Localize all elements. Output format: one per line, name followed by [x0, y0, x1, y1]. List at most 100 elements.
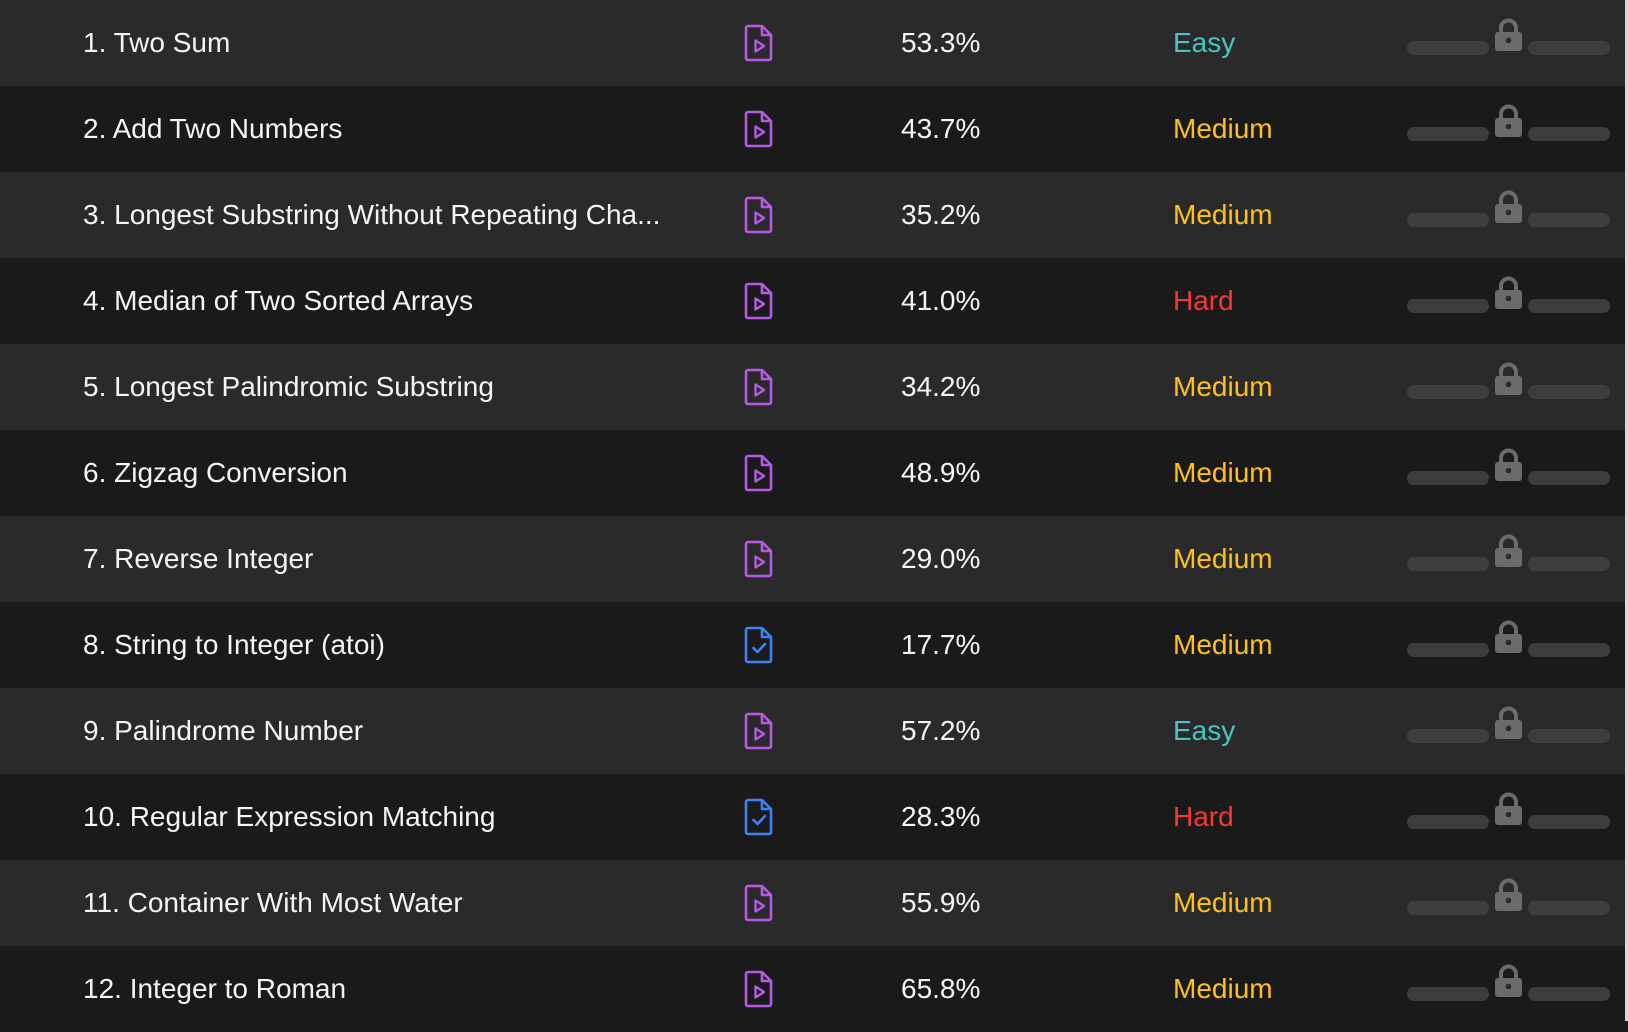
frequency-bar-track — [1407, 127, 1489, 141]
frequency-bar[interactable] — [1407, 104, 1610, 152]
frequency-bar[interactable] — [1407, 190, 1610, 238]
problem-row: 10. Regular Expression Matching 28.3% Ha… — [0, 774, 1628, 860]
problem-row: 1. Two Sum 53.3% Easy — [0, 0, 1628, 86]
frequency-bar[interactable] — [1407, 792, 1610, 840]
frequency-bar-track — [1407, 213, 1489, 227]
frequency-bar[interactable] — [1407, 362, 1610, 410]
acceptance-rate: 29.0% — [901, 543, 981, 574]
frequency-bar-track — [1407, 41, 1489, 55]
scrollbar[interactable] — [1625, 0, 1628, 1021]
acceptance-rate: 41.0% — [901, 285, 981, 316]
video-solution-icon[interactable] — [743, 712, 775, 750]
lock-icon — [1493, 18, 1524, 52]
video-solution-icon[interactable] — [743, 368, 775, 406]
problem-title-link[interactable]: 6. Zigzag Conversion — [83, 457, 348, 488]
frequency-bar-track — [1528, 901, 1610, 915]
acceptance-rate: 48.9% — [901, 457, 981, 488]
frequency-bar[interactable] — [1407, 964, 1610, 1012]
lock-icon — [1493, 620, 1524, 654]
frequency-bar-track — [1407, 557, 1489, 571]
problem-title-link[interactable]: 10. Regular Expression Matching — [83, 801, 496, 832]
lock-icon — [1493, 276, 1524, 310]
problem-title-link[interactable]: 11. Container With Most Water — [83, 887, 463, 918]
frequency-bar-track — [1528, 213, 1610, 227]
difficulty-label: Medium — [1173, 199, 1273, 230]
difficulty-label: Hard — [1173, 285, 1234, 316]
frequency-bar[interactable] — [1407, 534, 1610, 582]
acceptance-rate: 55.9% — [901, 887, 981, 918]
problem-row: 2. Add Two Numbers 43.7% Medium — [0, 86, 1628, 172]
frequency-bar-track — [1407, 299, 1489, 313]
problem-row: 9. Palindrome Number 57.2% Easy — [0, 688, 1628, 774]
frequency-bar-track — [1407, 901, 1489, 915]
frequency-bar-track — [1528, 729, 1610, 743]
problem-title-link[interactable]: 8. String to Integer (atoi) — [83, 629, 385, 660]
frequency-bar[interactable] — [1407, 18, 1610, 66]
frequency-bar[interactable] — [1407, 706, 1610, 754]
frequency-bar-track — [1528, 127, 1610, 141]
problem-row: 4. Median of Two Sorted Arrays 41.0% Har… — [0, 258, 1628, 344]
lock-icon — [1493, 362, 1524, 396]
frequency-bar[interactable] — [1407, 620, 1610, 668]
problem-row: 5. Longest Palindromic Substring 34.2% M… — [0, 344, 1628, 430]
frequency-bar-track — [1528, 299, 1610, 313]
problem-title-link[interactable]: 7. Reverse Integer — [83, 543, 314, 574]
difficulty-label: Medium — [1173, 973, 1273, 1004]
problem-title-link[interactable]: 12. Integer to Roman — [83, 973, 347, 1004]
video-solution-icon[interactable] — [743, 540, 775, 578]
difficulty-label: Medium — [1173, 543, 1273, 574]
difficulty-label: Hard — [1173, 801, 1234, 832]
frequency-bar[interactable] — [1407, 276, 1610, 324]
frequency-bar-track — [1407, 643, 1489, 657]
problem-title-link[interactable]: 2. Add Two Numbers — [83, 113, 343, 144]
difficulty-label: Medium — [1173, 371, 1273, 402]
video-solution-icon[interactable] — [743, 970, 775, 1008]
video-solution-icon[interactable] — [743, 454, 775, 492]
frequency-bar-track — [1528, 815, 1610, 829]
difficulty-label: Medium — [1173, 629, 1273, 660]
difficulty-label: Easy — [1173, 715, 1236, 746]
acceptance-rate: 28.3% — [901, 801, 981, 832]
frequency-bar-track — [1407, 385, 1489, 399]
frequency-bar-track — [1528, 557, 1610, 571]
video-solution-icon[interactable] — [743, 884, 775, 922]
lock-icon — [1493, 792, 1524, 826]
frequency-bar-track — [1407, 471, 1489, 485]
problem-row: 12. Integer to Roman 65.8% Medium — [0, 946, 1628, 1032]
article-solution-icon[interactable] — [743, 798, 775, 836]
problem-row: 7. Reverse Integer 29.0% Medium — [0, 516, 1628, 602]
acceptance-rate: 17.7% — [901, 629, 981, 660]
problem-title-link[interactable]: 9. Palindrome Number — [83, 715, 364, 746]
video-solution-icon[interactable] — [743, 196, 775, 234]
problem-title-link[interactable]: 5. Longest Palindromic Substring — [83, 371, 494, 402]
acceptance-rate: 43.7% — [901, 113, 981, 144]
video-solution-icon[interactable] — [743, 24, 775, 62]
frequency-bar-track — [1407, 729, 1489, 743]
problem-title-link[interactable]: 4. Median of Two Sorted Arrays — [83, 285, 474, 316]
lock-icon — [1493, 190, 1524, 224]
difficulty-label: Medium — [1173, 457, 1273, 488]
problem-title-link[interactable]: 1. Two Sum — [83, 27, 231, 58]
frequency-bar-track — [1528, 471, 1610, 485]
video-solution-icon[interactable] — [743, 110, 775, 148]
acceptance-rate: 57.2% — [901, 715, 981, 746]
problem-row: 11. Container With Most Water 55.9% Medi… — [0, 860, 1628, 946]
acceptance-rate: 35.2% — [901, 199, 981, 230]
difficulty-label: Medium — [1173, 887, 1273, 918]
article-solution-icon[interactable] — [743, 626, 775, 664]
difficulty-label: Easy — [1173, 27, 1236, 58]
frequency-bar[interactable] — [1407, 878, 1610, 926]
video-solution-icon[interactable] — [743, 282, 775, 320]
acceptance-rate: 53.3% — [901, 27, 981, 58]
acceptance-rate: 65.8% — [901, 973, 981, 1004]
lock-icon — [1493, 706, 1524, 740]
frequency-bar-track — [1528, 41, 1610, 55]
problem-title-link[interactable]: 3. Longest Substring Without Repeating C… — [83, 199, 661, 230]
lock-icon — [1493, 104, 1524, 138]
frequency-bar[interactable] — [1407, 448, 1610, 496]
frequency-bar-track — [1407, 987, 1489, 1001]
lock-icon — [1493, 878, 1524, 912]
lock-icon — [1493, 534, 1524, 568]
problem-row: 6. Zigzag Conversion 48.9% Medium — [0, 430, 1628, 516]
